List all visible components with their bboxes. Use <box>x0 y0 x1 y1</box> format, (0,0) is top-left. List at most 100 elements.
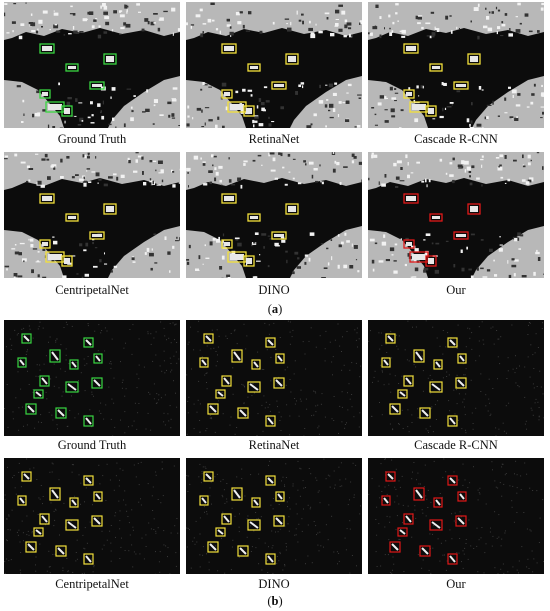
ship-echo <box>57 409 65 417</box>
detection-box <box>265 475 276 486</box>
caption-b-cascade-rcnn: Cascade R-CNN <box>414 438 498 452</box>
ship-echo <box>48 254 62 260</box>
ship-echo <box>274 234 284 237</box>
caption-a-dino: DINO <box>258 283 290 297</box>
ship-echo <box>249 383 259 391</box>
detection-box <box>265 415 276 427</box>
ship-echo <box>459 493 465 500</box>
ship-echo <box>27 405 35 413</box>
caption-a-ground-truth: Ground Truth <box>57 132 127 146</box>
ship-echo <box>205 335 212 342</box>
ship-echo <box>253 499 259 506</box>
ship-echo <box>415 351 423 361</box>
panel-b-centripetalnet <box>4 458 180 574</box>
ship-echo <box>233 351 241 361</box>
detection-box <box>433 497 443 508</box>
detection-box <box>93 491 103 502</box>
detection-box <box>203 471 214 482</box>
sar-harbour-image <box>186 152 362 278</box>
detection-box <box>17 357 27 368</box>
sar-offshore-image <box>186 458 362 574</box>
detection-box <box>49 487 61 501</box>
caption-b-dino: DINO <box>258 577 290 591</box>
land-region <box>4 230 64 278</box>
subfigure-label-a: (a) <box>267 302 283 316</box>
ship-echo <box>399 391 406 397</box>
ship-echo <box>230 104 244 110</box>
detection-box <box>381 357 391 368</box>
ship-echo <box>470 206 478 212</box>
detection-box <box>33 389 44 399</box>
ship-echo <box>68 216 76 219</box>
detection-box <box>453 81 469 90</box>
ship-echo <box>412 104 426 110</box>
ship-echo <box>42 46 52 51</box>
sar-harbour-image <box>4 152 180 278</box>
ship-echo <box>224 92 230 96</box>
detection-box <box>403 43 419 54</box>
panel-a-dino <box>186 152 362 278</box>
detection-box <box>265 337 276 348</box>
ship-echo <box>224 196 234 201</box>
detection-box <box>455 377 467 389</box>
ship-echo <box>391 543 399 551</box>
detection-box <box>285 53 299 65</box>
ship-echo <box>457 379 465 387</box>
ship-echo <box>106 56 114 62</box>
ship-echo <box>406 196 416 201</box>
detection-box <box>89 81 105 90</box>
ship-echo <box>64 258 70 264</box>
detection-box <box>55 545 67 557</box>
ship-echo <box>23 335 30 342</box>
ship-echo <box>406 92 412 96</box>
ship-echo <box>230 254 244 260</box>
detection-box <box>227 101 247 113</box>
detection-box <box>413 349 425 363</box>
ship-echo <box>57 547 65 555</box>
ship-echo <box>67 521 77 529</box>
detection-box <box>265 553 276 565</box>
ship-echo <box>470 56 478 62</box>
detection-box <box>447 553 458 565</box>
ship-echo <box>217 529 224 535</box>
ship-echo <box>205 473 212 480</box>
detection-box <box>457 491 467 502</box>
ship-echo <box>92 234 102 237</box>
caption-b-centripetalnet: CentripetalNet <box>55 577 129 591</box>
detection-box <box>273 377 285 389</box>
sar-offshore-image <box>368 458 544 574</box>
detection-box <box>83 415 94 427</box>
detection-box <box>403 239 415 249</box>
ship-echo <box>459 355 465 362</box>
caption-a-retinanet: RetinaNet <box>248 132 300 146</box>
panel-b-ours <box>368 458 544 574</box>
detection-box <box>69 359 79 370</box>
ship-echo <box>383 359 389 366</box>
sar-harbour-image <box>368 152 544 278</box>
detection-box <box>403 89 415 99</box>
ship-echo <box>457 517 465 525</box>
detection-box <box>17 495 27 506</box>
detection-box <box>221 513 232 525</box>
ship-echo <box>412 254 426 260</box>
ship-echo <box>217 391 224 397</box>
ship-echo <box>267 477 274 484</box>
caption-b-ours: Our <box>446 577 466 591</box>
detection-box <box>39 89 51 99</box>
detection-box <box>237 407 249 419</box>
detection-box <box>65 63 79 72</box>
ship-echo <box>51 351 59 361</box>
ship-echo <box>35 529 42 535</box>
ship-echo <box>95 355 101 362</box>
ship-echo <box>456 234 466 237</box>
detection-box <box>231 487 243 501</box>
ship-echo <box>387 473 394 480</box>
detection-box <box>455 515 467 527</box>
ship-echo <box>19 497 25 504</box>
detection-box <box>39 513 50 525</box>
detection-box <box>39 43 55 54</box>
ship-echo <box>42 242 48 246</box>
sar-offshore-image <box>4 458 180 574</box>
ship-echo <box>106 206 114 212</box>
ship-echo <box>405 377 412 385</box>
